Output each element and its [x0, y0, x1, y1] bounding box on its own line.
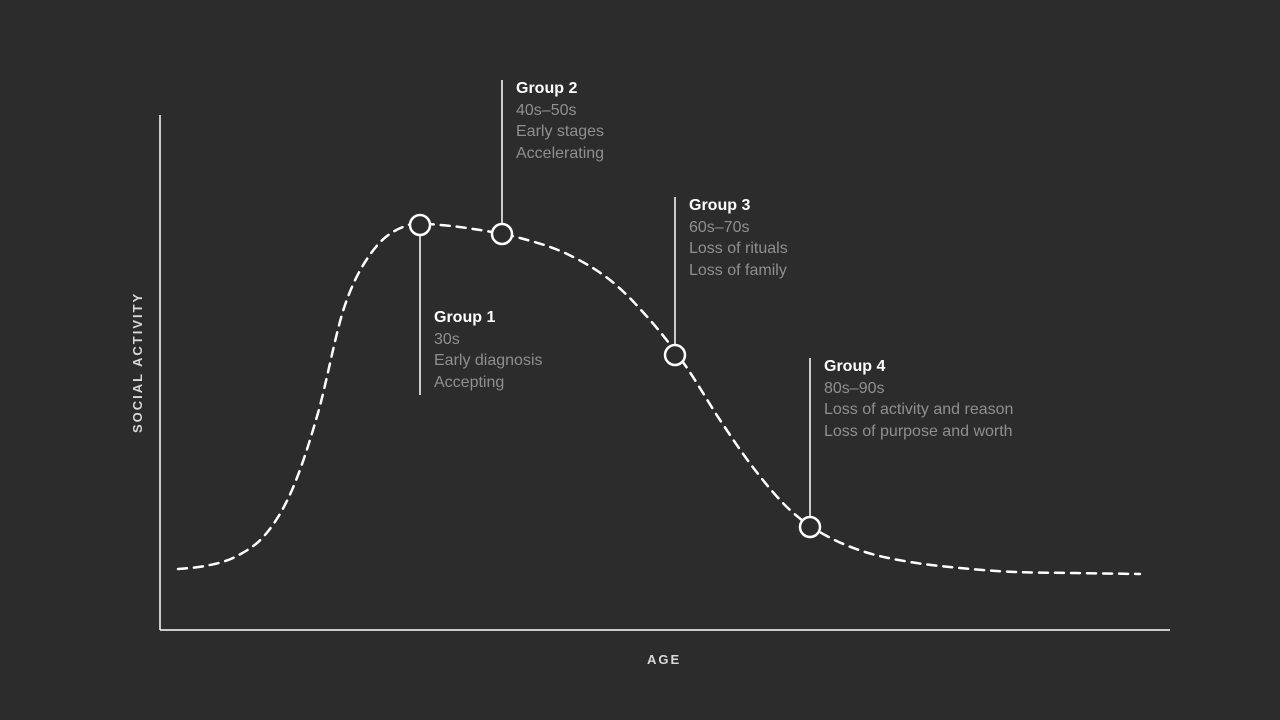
group-1-line-1: Early diagnosis	[434, 350, 543, 372]
group-1-line-2: Accepting	[434, 372, 543, 394]
group-3-line-2: Loss of family	[689, 260, 788, 282]
group-2-marker	[492, 224, 512, 244]
group-3-marker	[665, 345, 685, 365]
y-axis-label: SOCIAL ACTIVITY	[130, 291, 145, 432]
group-2-callout: Group 240s–50sEarly stagesAccelerating	[516, 78, 604, 164]
group-4-callout: Group 480s–90sLoss of activity and reaso…	[824, 356, 1013, 442]
group-4-line-1: Loss of activity and reason	[824, 399, 1013, 421]
group-1-callout: Group 130sEarly diagnosisAccepting	[434, 307, 543, 393]
group-3-line-0: 60s–70s	[689, 217, 788, 239]
chart-svg	[0, 0, 1280, 720]
chart-container: SOCIAL ACTIVITY AGE Group 130sEarly diag…	[0, 0, 1280, 720]
group-3-callout: Group 360s–70sLoss of ritualsLoss of fam…	[689, 195, 788, 281]
group-1-marker	[410, 215, 430, 235]
group-2-title: Group 2	[516, 78, 604, 100]
group-4-line-0: 80s–90s	[824, 378, 1013, 400]
group-4-title: Group 4	[824, 356, 1013, 378]
group-1-title: Group 1	[434, 307, 543, 329]
group-3-line-1: Loss of rituals	[689, 238, 788, 260]
group-2-line-1: Early stages	[516, 121, 604, 143]
x-axis-label: AGE	[647, 652, 681, 667]
group-2-line-0: 40s–50s	[516, 100, 604, 122]
group-3-title: Group 3	[689, 195, 788, 217]
group-1-line-0: 30s	[434, 329, 543, 351]
group-4-line-2: Loss of purpose and worth	[824, 421, 1013, 443]
group-2-line-2: Accelerating	[516, 143, 604, 165]
group-4-marker	[800, 517, 820, 537]
